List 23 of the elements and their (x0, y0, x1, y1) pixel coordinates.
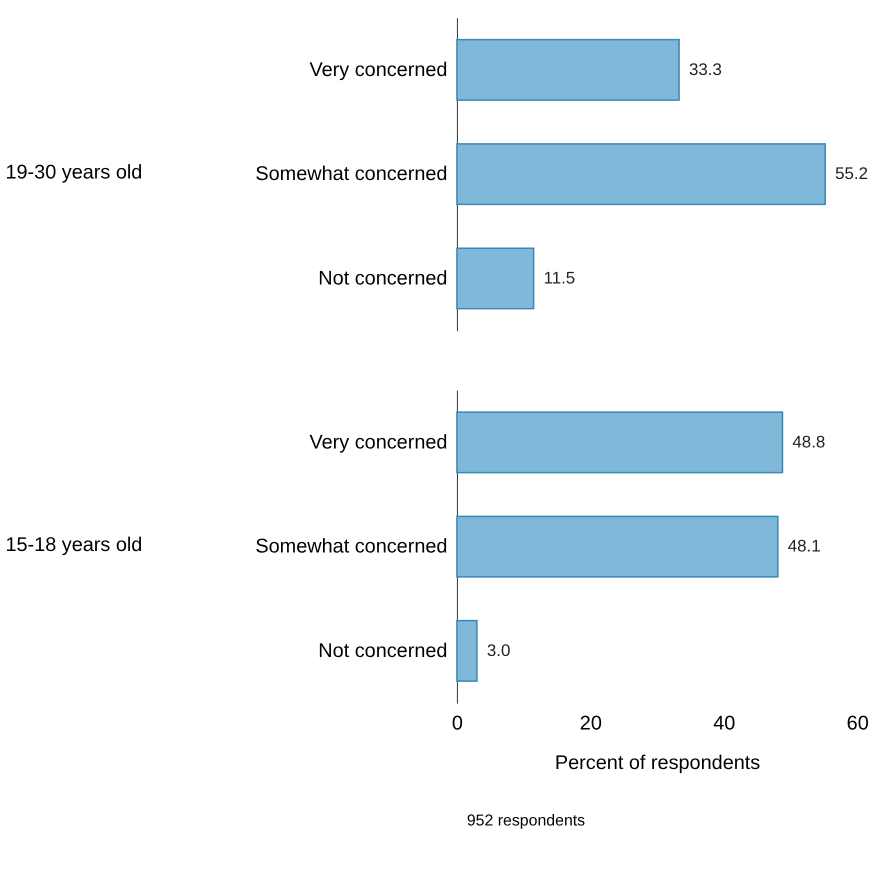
x-tick-label: 0 (452, 712, 463, 734)
y-tick-label: Very concerned (309, 431, 448, 454)
data-label: 11.5 (544, 268, 576, 288)
x-tick-label: 20 (580, 712, 602, 734)
data-label: 55.2 (835, 164, 868, 184)
data-label: 33.3 (689, 60, 722, 79)
y-tick-label: Somewhat concerned (255, 163, 448, 186)
x-axis-title: Percent of respondents (554, 752, 760, 774)
y-tick-label: Not concerned (318, 640, 448, 662)
y-tick-label: Very concerned (309, 58, 448, 81)
bar (456, 516, 779, 578)
text: 952 respondents (466, 812, 586, 830)
x-tick-label: 40 (713, 712, 736, 734)
y-tick-label: Not concerned (318, 267, 448, 290)
bar (456, 411, 784, 474)
data-label: 3.0 (486, 640, 510, 660)
y-tick-label: Somewhat concerned (255, 536, 448, 558)
data-label: 48.8 (792, 432, 826, 452)
x-tick-label: 60 (846, 712, 869, 734)
data-label: 48.1 (788, 536, 821, 556)
y-axis-title: 19-30 years old (5, 162, 142, 184)
bar (456, 620, 478, 682)
y-axis-title: 15-18 years old (5, 534, 142, 556)
